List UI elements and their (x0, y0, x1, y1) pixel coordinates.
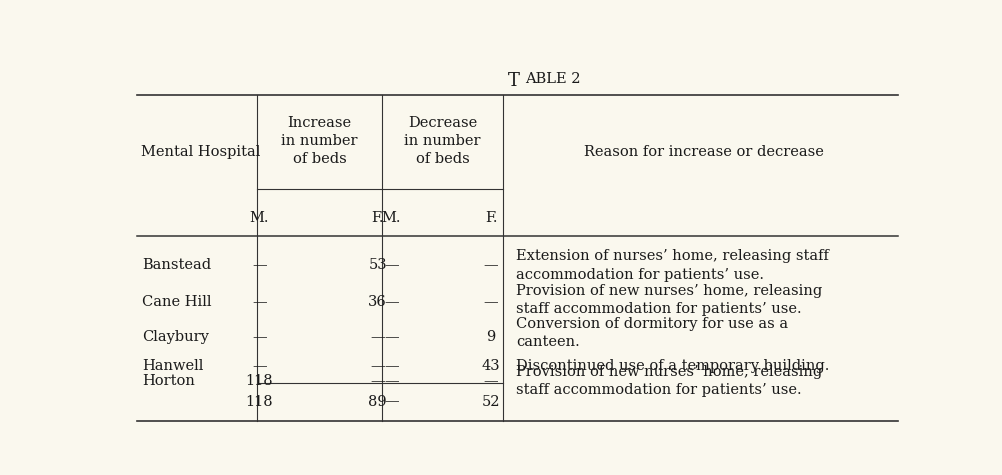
Text: —: — (384, 295, 399, 309)
Text: Extension of nurses’ home, releasing staff
accommodation for patients’ use.: Extension of nurses’ home, releasing sta… (516, 249, 829, 282)
Text: Decrease
in number
of beds: Decrease in number of beds (404, 116, 481, 166)
Text: —: — (384, 395, 399, 408)
Text: Cane Hill: Cane Hill (142, 295, 211, 309)
Text: 9: 9 (486, 330, 496, 344)
Text: 52: 52 (482, 395, 500, 408)
Text: 118: 118 (245, 395, 273, 408)
Text: —: — (384, 258, 399, 273)
Text: —: — (384, 374, 399, 388)
Text: 43: 43 (482, 359, 500, 373)
Text: —: — (252, 258, 267, 273)
Text: Conversion of dormitory for use as a
canteen.: Conversion of dormitory for use as a can… (516, 317, 788, 349)
Text: 36: 36 (369, 295, 387, 309)
Text: —: — (484, 374, 498, 388)
Text: —: — (252, 359, 267, 373)
Text: —: — (252, 330, 267, 344)
Text: —: — (484, 258, 498, 273)
Text: Increase
in number
of beds: Increase in number of beds (282, 116, 358, 166)
Text: —: — (484, 295, 498, 309)
Text: Reason for increase or decrease: Reason for increase or decrease (584, 145, 824, 159)
Text: M.: M. (382, 211, 401, 225)
Text: Discontinued use of a temporary building.: Discontinued use of a temporary building… (516, 359, 830, 373)
Text: F.: F. (485, 211, 497, 225)
Text: ABLE 2: ABLE 2 (525, 72, 581, 86)
Text: Provision of new nurses’ home, releasing
staff accommodation for patients’ use.: Provision of new nurses’ home, releasing… (516, 284, 822, 316)
Text: Banstead: Banstead (142, 258, 211, 273)
Text: 118: 118 (245, 374, 273, 388)
Text: 89: 89 (369, 395, 387, 408)
Text: —: — (371, 359, 385, 373)
Text: Mental Hospital: Mental Hospital (140, 145, 261, 159)
Text: F.: F. (372, 211, 384, 225)
Text: Claybury: Claybury (142, 330, 209, 344)
Text: —: — (371, 374, 385, 388)
Text: Provision of new nurses’ home, releasing
staff accommodation for patients’ use.: Provision of new nurses’ home, releasing… (516, 365, 822, 397)
Text: 53: 53 (369, 258, 387, 273)
Text: Hanwell: Hanwell (142, 359, 203, 373)
Text: M.: M. (249, 211, 269, 225)
Text: —: — (384, 330, 399, 344)
Text: Horton: Horton (142, 374, 195, 388)
Text: —: — (371, 330, 385, 344)
Text: T: T (508, 72, 519, 90)
Text: —: — (384, 359, 399, 373)
Text: —: — (252, 295, 267, 309)
